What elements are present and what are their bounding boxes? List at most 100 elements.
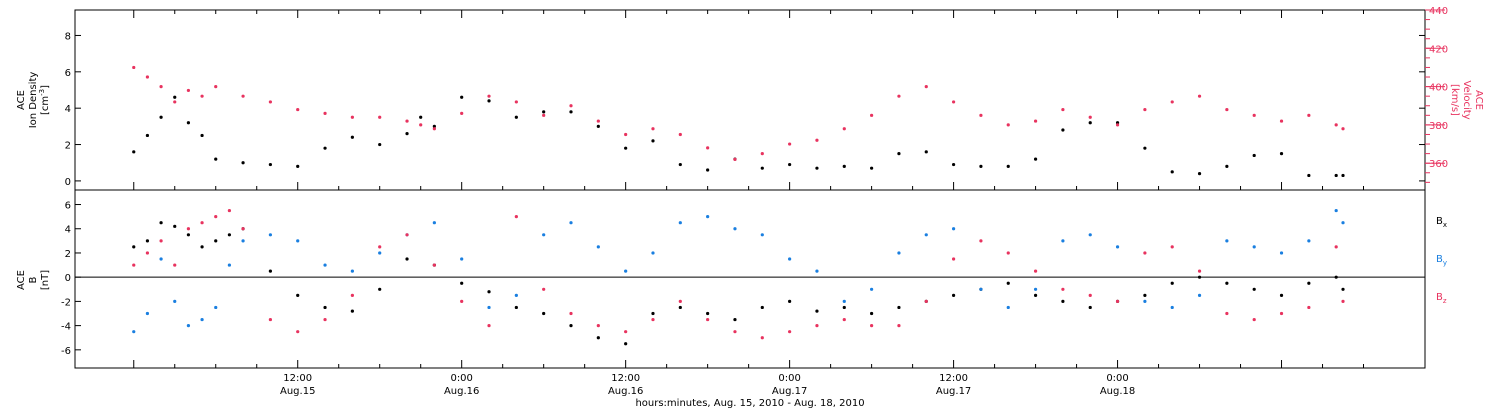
density-point xyxy=(706,168,710,172)
density-point xyxy=(323,146,327,150)
bz-point xyxy=(706,317,710,322)
legend-by: By xyxy=(1436,254,1447,267)
density-point xyxy=(1033,157,1038,161)
density-point xyxy=(951,162,956,167)
velocity-point xyxy=(569,104,573,108)
density-point xyxy=(186,121,191,125)
velocity-point xyxy=(1279,119,1284,123)
velocity-point xyxy=(870,113,874,117)
density-point xyxy=(651,139,655,143)
by-point xyxy=(1170,305,1174,310)
velocity-point xyxy=(378,115,382,119)
bz-point xyxy=(1225,311,1229,316)
velocity-point xyxy=(1252,113,1256,117)
by-point xyxy=(1033,287,1038,291)
by-point xyxy=(186,324,191,328)
bz-point xyxy=(1143,251,1147,255)
velocity-tick-label: 400 xyxy=(1429,83,1448,94)
bz-point xyxy=(760,336,764,340)
bx-point xyxy=(788,299,792,304)
velocity-point xyxy=(405,119,409,123)
by-point xyxy=(132,330,136,334)
bx-point xyxy=(678,305,682,310)
density-point xyxy=(460,95,464,99)
density-point xyxy=(1088,121,1092,125)
field-axis-label-line2: B xyxy=(28,276,39,283)
by-point xyxy=(870,287,874,291)
bz-point xyxy=(1033,269,1038,273)
bz-point xyxy=(132,263,136,267)
field-axis-label: ACE B [nT] xyxy=(16,270,51,290)
by-point xyxy=(897,251,901,255)
bz-point xyxy=(924,299,928,304)
by-point xyxy=(350,269,354,273)
density-point xyxy=(1197,172,1202,176)
density-point xyxy=(405,132,409,136)
bx-point xyxy=(214,239,218,243)
bx-point xyxy=(145,239,150,243)
legend-bx: Bx xyxy=(1436,216,1447,229)
velocity-axis-label: ACE Velocity [km/s] xyxy=(1449,80,1484,119)
by-point xyxy=(1006,305,1010,310)
field-tick-label: 0 xyxy=(65,273,71,284)
bz-point xyxy=(788,330,792,334)
bz-point xyxy=(1006,251,1010,255)
bottom-panel-points xyxy=(132,208,1345,346)
by-point xyxy=(214,305,218,310)
bx-point xyxy=(132,245,136,249)
density-point xyxy=(200,133,204,138)
velocity-point xyxy=(241,94,245,98)
by-point xyxy=(542,233,546,237)
density-point xyxy=(1341,173,1345,178)
by-point xyxy=(1088,233,1092,237)
by-point xyxy=(145,311,150,316)
top-panel-frame xyxy=(74,9,1426,191)
velocity-axis-unit: [km/s] xyxy=(1449,84,1460,116)
bz-point xyxy=(268,317,272,322)
density-axis-label-line2: Ion Density xyxy=(28,72,39,129)
bz-point xyxy=(1088,293,1092,297)
density-point xyxy=(815,166,819,170)
by-point xyxy=(979,287,983,291)
bx-point xyxy=(1006,281,1010,285)
velocity-point xyxy=(788,142,792,146)
velocity-point xyxy=(214,84,218,89)
bx-point xyxy=(951,293,956,297)
bz-point xyxy=(186,227,191,231)
bx-point xyxy=(1170,281,1174,285)
density-point xyxy=(624,146,628,150)
bz-point xyxy=(432,263,436,267)
bz-point xyxy=(227,208,232,213)
by-point xyxy=(432,221,436,225)
bx-point xyxy=(897,305,901,310)
density-point xyxy=(678,162,682,167)
velocity-point xyxy=(678,132,682,137)
by-point xyxy=(788,257,792,261)
bz-point xyxy=(200,221,204,225)
by-point xyxy=(924,233,928,237)
by-point xyxy=(378,251,382,255)
time-axis-label: hours:minutes, Aug. 15, 2010 - Aug. 18, … xyxy=(635,398,864,409)
by-point xyxy=(1279,251,1284,255)
date-tick-label: Aug.16 xyxy=(608,386,643,397)
by-point xyxy=(815,269,819,273)
density-point xyxy=(542,110,546,114)
density-point xyxy=(419,115,423,119)
density-point xyxy=(1279,152,1284,156)
bz-point xyxy=(405,233,409,237)
by-point xyxy=(951,227,956,231)
velocity-point xyxy=(323,111,327,116)
velocity-point xyxy=(897,94,901,98)
field-tick-label: -2 xyxy=(61,297,71,308)
bz-point xyxy=(241,227,245,231)
density-tick-label: 2 xyxy=(65,141,71,152)
by-point xyxy=(1307,239,1311,243)
velocity-point xyxy=(1006,123,1010,127)
bz-point xyxy=(569,311,573,316)
bx-point xyxy=(1088,305,1092,310)
velocity-tick-label: 360 xyxy=(1429,159,1448,170)
density-point xyxy=(378,142,382,147)
bz-point xyxy=(323,317,327,322)
velocity-point xyxy=(159,84,163,89)
